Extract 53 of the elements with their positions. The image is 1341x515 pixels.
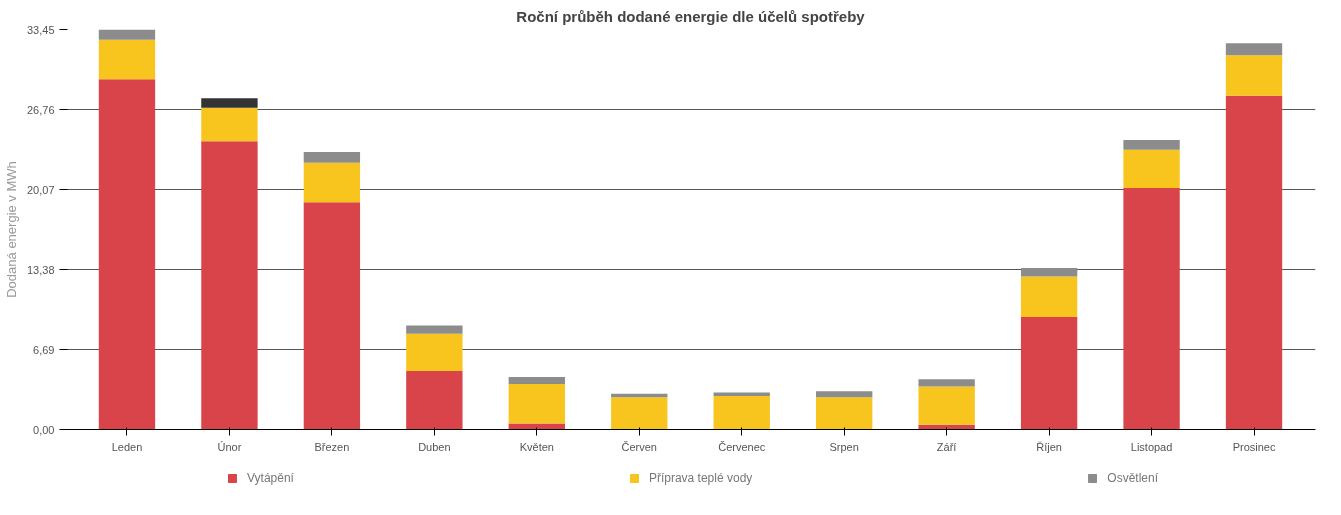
- y-tick-label: 13,38: [26, 263, 55, 276]
- x-tick-label: Prosinec: [1232, 440, 1276, 453]
- bar: [918, 379, 975, 387]
- x-tick-label: Květen: [519, 440, 554, 453]
- bar: [303, 202, 361, 430]
- bar: [1225, 95, 1283, 430]
- bar: [406, 370, 463, 430]
- bar: [303, 162, 361, 203]
- bar: [1225, 43, 1283, 56]
- bar: [1020, 276, 1078, 318]
- bar: [1225, 55, 1283, 96]
- bar: [1123, 140, 1180, 150]
- bar: [406, 325, 463, 334]
- bar: [406, 333, 463, 371]
- bar: [1123, 149, 1180, 188]
- bar: [201, 98, 258, 108]
- x-tick-label: Únor: [217, 440, 242, 453]
- x-tick-label: Březen: [314, 440, 350, 453]
- bar: [201, 107, 258, 142]
- y-tick-label: 26,76: [26, 103, 55, 116]
- bar: [918, 386, 975, 425]
- x-tick-label: Srpen: [829, 440, 859, 453]
- bar: [508, 384, 565, 424]
- y-tick-label: 20,07: [26, 183, 55, 196]
- legend-label: Vytápění: [246, 470, 294, 485]
- bar: [713, 396, 770, 430]
- legend-label: Osvětlení: [1107, 470, 1159, 485]
- x-tick-label: Září: [936, 440, 957, 453]
- bar: [816, 391, 873, 398]
- bar: [98, 79, 156, 430]
- bar: [98, 29, 156, 40]
- chart-title: Roční průběh dodané energie dle účelů spotřeby: [516, 7, 866, 25]
- bar: [508, 376, 565, 385]
- y-axis-title: Dodaná energie v MWh: [3, 161, 19, 298]
- x-tick-label: Červenec: [718, 440, 766, 453]
- bar: [303, 152, 361, 163]
- bar: [98, 39, 156, 80]
- x-tick-label: Listopad: [1130, 440, 1173, 453]
- x-tick-label: Leden: [111, 440, 143, 453]
- y-tick-label: 0,00: [33, 423, 55, 436]
- y-tick-label: 6,69: [33, 343, 55, 356]
- y-tick-label: 33,45: [26, 23, 55, 36]
- bar: [1020, 317, 1078, 430]
- x-tick-label: Říjen: [1036, 440, 1062, 453]
- bar: [816, 397, 873, 430]
- bar: [713, 392, 770, 397]
- legend-label: Příprava teplé vody: [648, 470, 753, 485]
- bar: [201, 141, 258, 430]
- bar: [1123, 187, 1180, 430]
- x-tick-label: Duben: [418, 440, 451, 453]
- bar: [1020, 268, 1078, 277]
- x-tick-label: Červen: [621, 440, 658, 453]
- bar: [611, 397, 668, 430]
